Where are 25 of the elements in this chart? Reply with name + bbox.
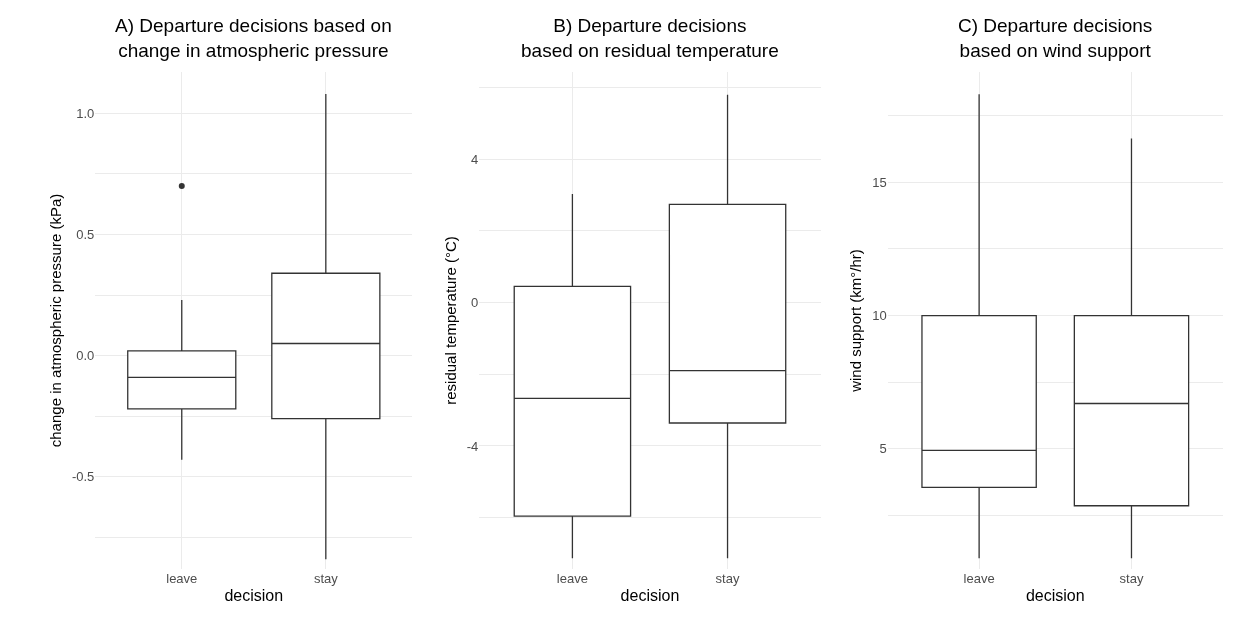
y-tick-label: 0.5 bbox=[76, 227, 95, 243]
y-tick-label: 1.0 bbox=[76, 105, 95, 121]
y-tick-label: 4 bbox=[471, 151, 479, 167]
y-axis-title: residual temperature (°C) bbox=[442, 236, 459, 405]
y-axis-title: wind support (km°/hr) bbox=[847, 249, 865, 393]
y-tick-label: -0.5 bbox=[71, 469, 95, 485]
y-tick-label: -4 bbox=[466, 438, 479, 454]
y-tick-label: 15 bbox=[872, 174, 887, 190]
x-tick-label: leave bbox=[166, 570, 198, 586]
x-tick-label: stay bbox=[313, 570, 339, 586]
y-tick-label: 10 bbox=[872, 308, 887, 324]
y-tick-label: 0.0 bbox=[76, 348, 95, 364]
chart-title: C) Departure decisions based on wind support bbox=[958, 15, 1153, 61]
x-tick-label: stay bbox=[715, 570, 740, 586]
x-axis-title: decision bbox=[224, 586, 284, 604]
chart-title: A) Departure decisions based on change in atmospheric pressure bbox=[115, 15, 392, 61]
chart-title: B) Departure decisions based on residual temperature bbox=[521, 15, 779, 61]
y-axis-title: change in atmospheric pressure (kPa) bbox=[47, 193, 65, 448]
x-tick-label: leave bbox=[963, 570, 995, 586]
y-tick-label: 5 bbox=[879, 441, 887, 457]
x-axis-title: decision bbox=[1025, 586, 1085, 604]
x-axis-title: decision bbox=[620, 586, 680, 604]
x-tick-label: leave bbox=[556, 570, 588, 586]
y-tick-label: 0 bbox=[471, 295, 479, 311]
x-tick-label: stay bbox=[1119, 570, 1144, 586]
